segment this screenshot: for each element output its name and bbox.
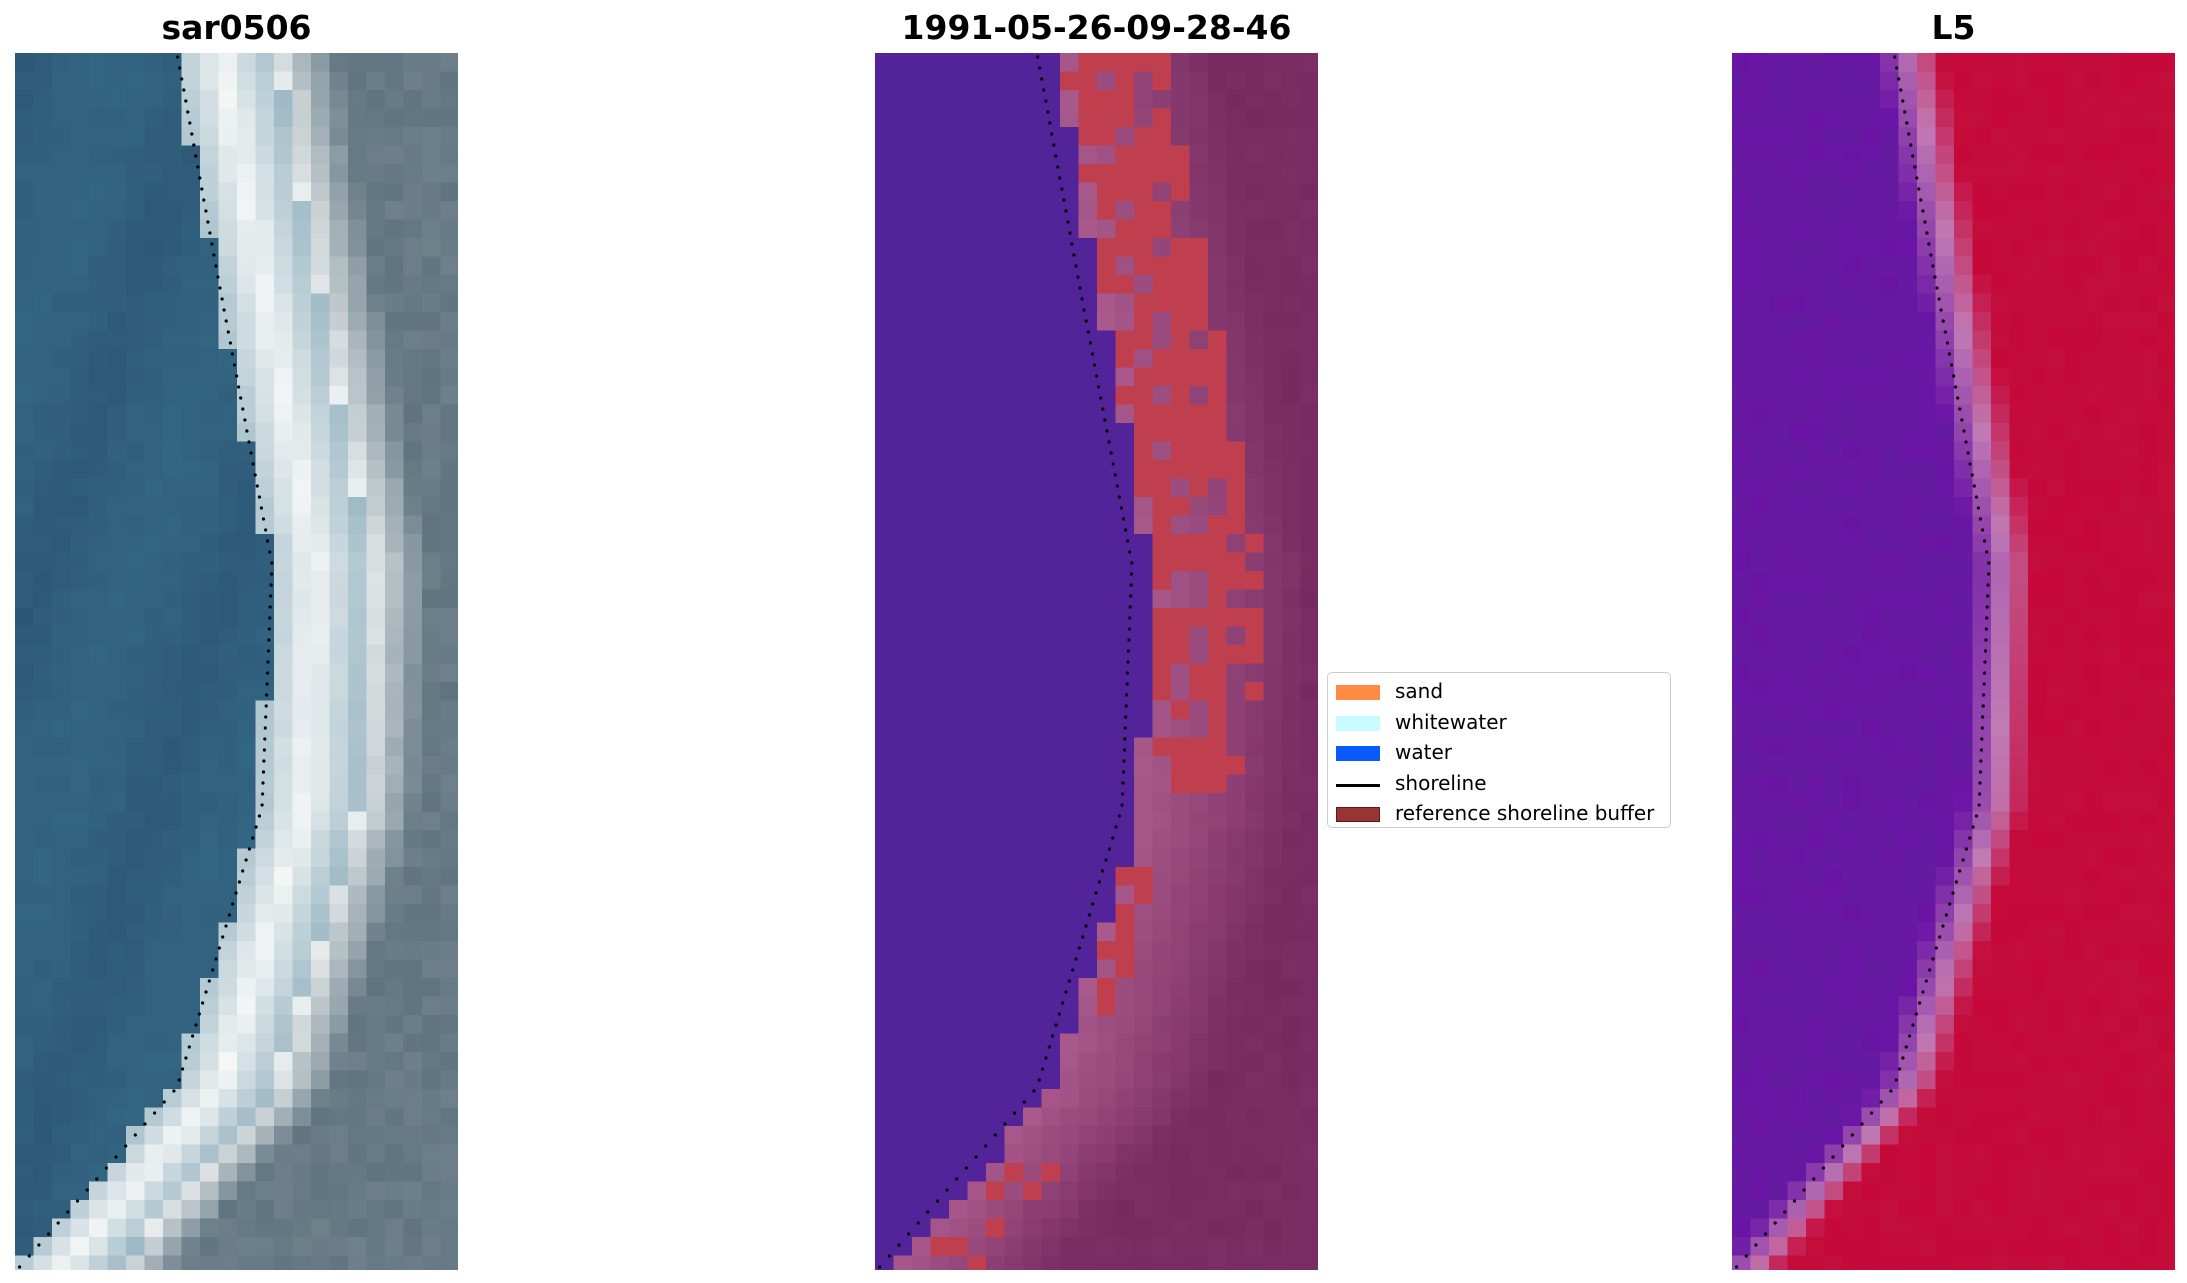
classified-image-panel [875, 53, 1318, 1270]
legend-item-reference-buffer: reference shoreline buffer [1328, 799, 1670, 830]
legend-swatch-whitewater [1336, 715, 1380, 731]
panel-title-rgb: sar0506 [161, 8, 312, 47]
legend-label-shoreline: shoreline [1395, 770, 1487, 795]
legend-item-sand: sand [1328, 677, 1670, 708]
classified-image [875, 53, 1318, 1270]
rgb-image-panel [15, 53, 458, 1270]
water-index-image [1732, 53, 2175, 1270]
legend-label-whitewater: whitewater [1395, 709, 1507, 734]
legend-label-reference-buffer: reference shoreline buffer [1395, 801, 1655, 825]
panel-title-classified: 1991-05-26-09-28-46 [901, 8, 1292, 47]
legend-item-water: water [1328, 738, 1670, 769]
legend-swatch-reference-buffer [1336, 807, 1380, 822]
rgb-satellite-image [15, 53, 458, 1270]
legend: sand whitewater water shoreline referenc… [1327, 672, 1671, 828]
legend-swatch-water [1336, 746, 1380, 761]
legend-item-whitewater: whitewater [1328, 708, 1670, 739]
legend-line-shoreline [1336, 783, 1380, 787]
legend-item-shoreline: shoreline [1328, 769, 1670, 800]
index-image-panel [1732, 53, 2175, 1270]
legend-label-sand: sand [1395, 679, 1444, 703]
panel-title-index: L5 [1931, 8, 1976, 47]
legend-swatch-sand [1336, 685, 1380, 700]
legend-label-water: water [1395, 740, 1452, 764]
